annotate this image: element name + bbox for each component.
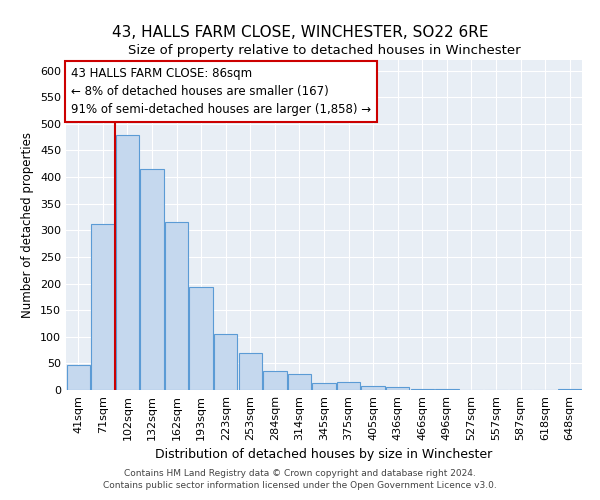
Text: 43 HALLS FARM CLOSE: 86sqm
← 8% of detached houses are smaller (167)
91% of semi: 43 HALLS FARM CLOSE: 86sqm ← 8% of detac… xyxy=(71,67,371,116)
Bar xyxy=(116,134,139,390)
Bar xyxy=(361,386,385,390)
Y-axis label: Number of detached properties: Number of detached properties xyxy=(22,132,34,318)
Bar xyxy=(140,169,164,390)
Bar xyxy=(190,288,213,390)
Title: Size of property relative to detached houses in Winchester: Size of property relative to detached ho… xyxy=(128,44,520,58)
Bar xyxy=(263,372,287,390)
Text: 43, HALLS FARM CLOSE, WINCHESTER, SO22 6RE: 43, HALLS FARM CLOSE, WINCHESTER, SO22 6… xyxy=(112,25,488,40)
Bar xyxy=(410,389,434,390)
Bar xyxy=(313,382,335,390)
Bar xyxy=(214,334,238,390)
Bar xyxy=(165,222,188,390)
Bar xyxy=(239,354,262,390)
Bar xyxy=(386,388,409,390)
Text: Contains HM Land Registry data © Crown copyright and database right 2024.
Contai: Contains HM Land Registry data © Crown c… xyxy=(103,468,497,490)
Bar xyxy=(91,224,115,390)
X-axis label: Distribution of detached houses by size in Winchester: Distribution of detached houses by size … xyxy=(155,448,493,462)
Bar xyxy=(67,365,90,390)
Bar xyxy=(337,382,360,390)
Bar xyxy=(288,374,311,390)
